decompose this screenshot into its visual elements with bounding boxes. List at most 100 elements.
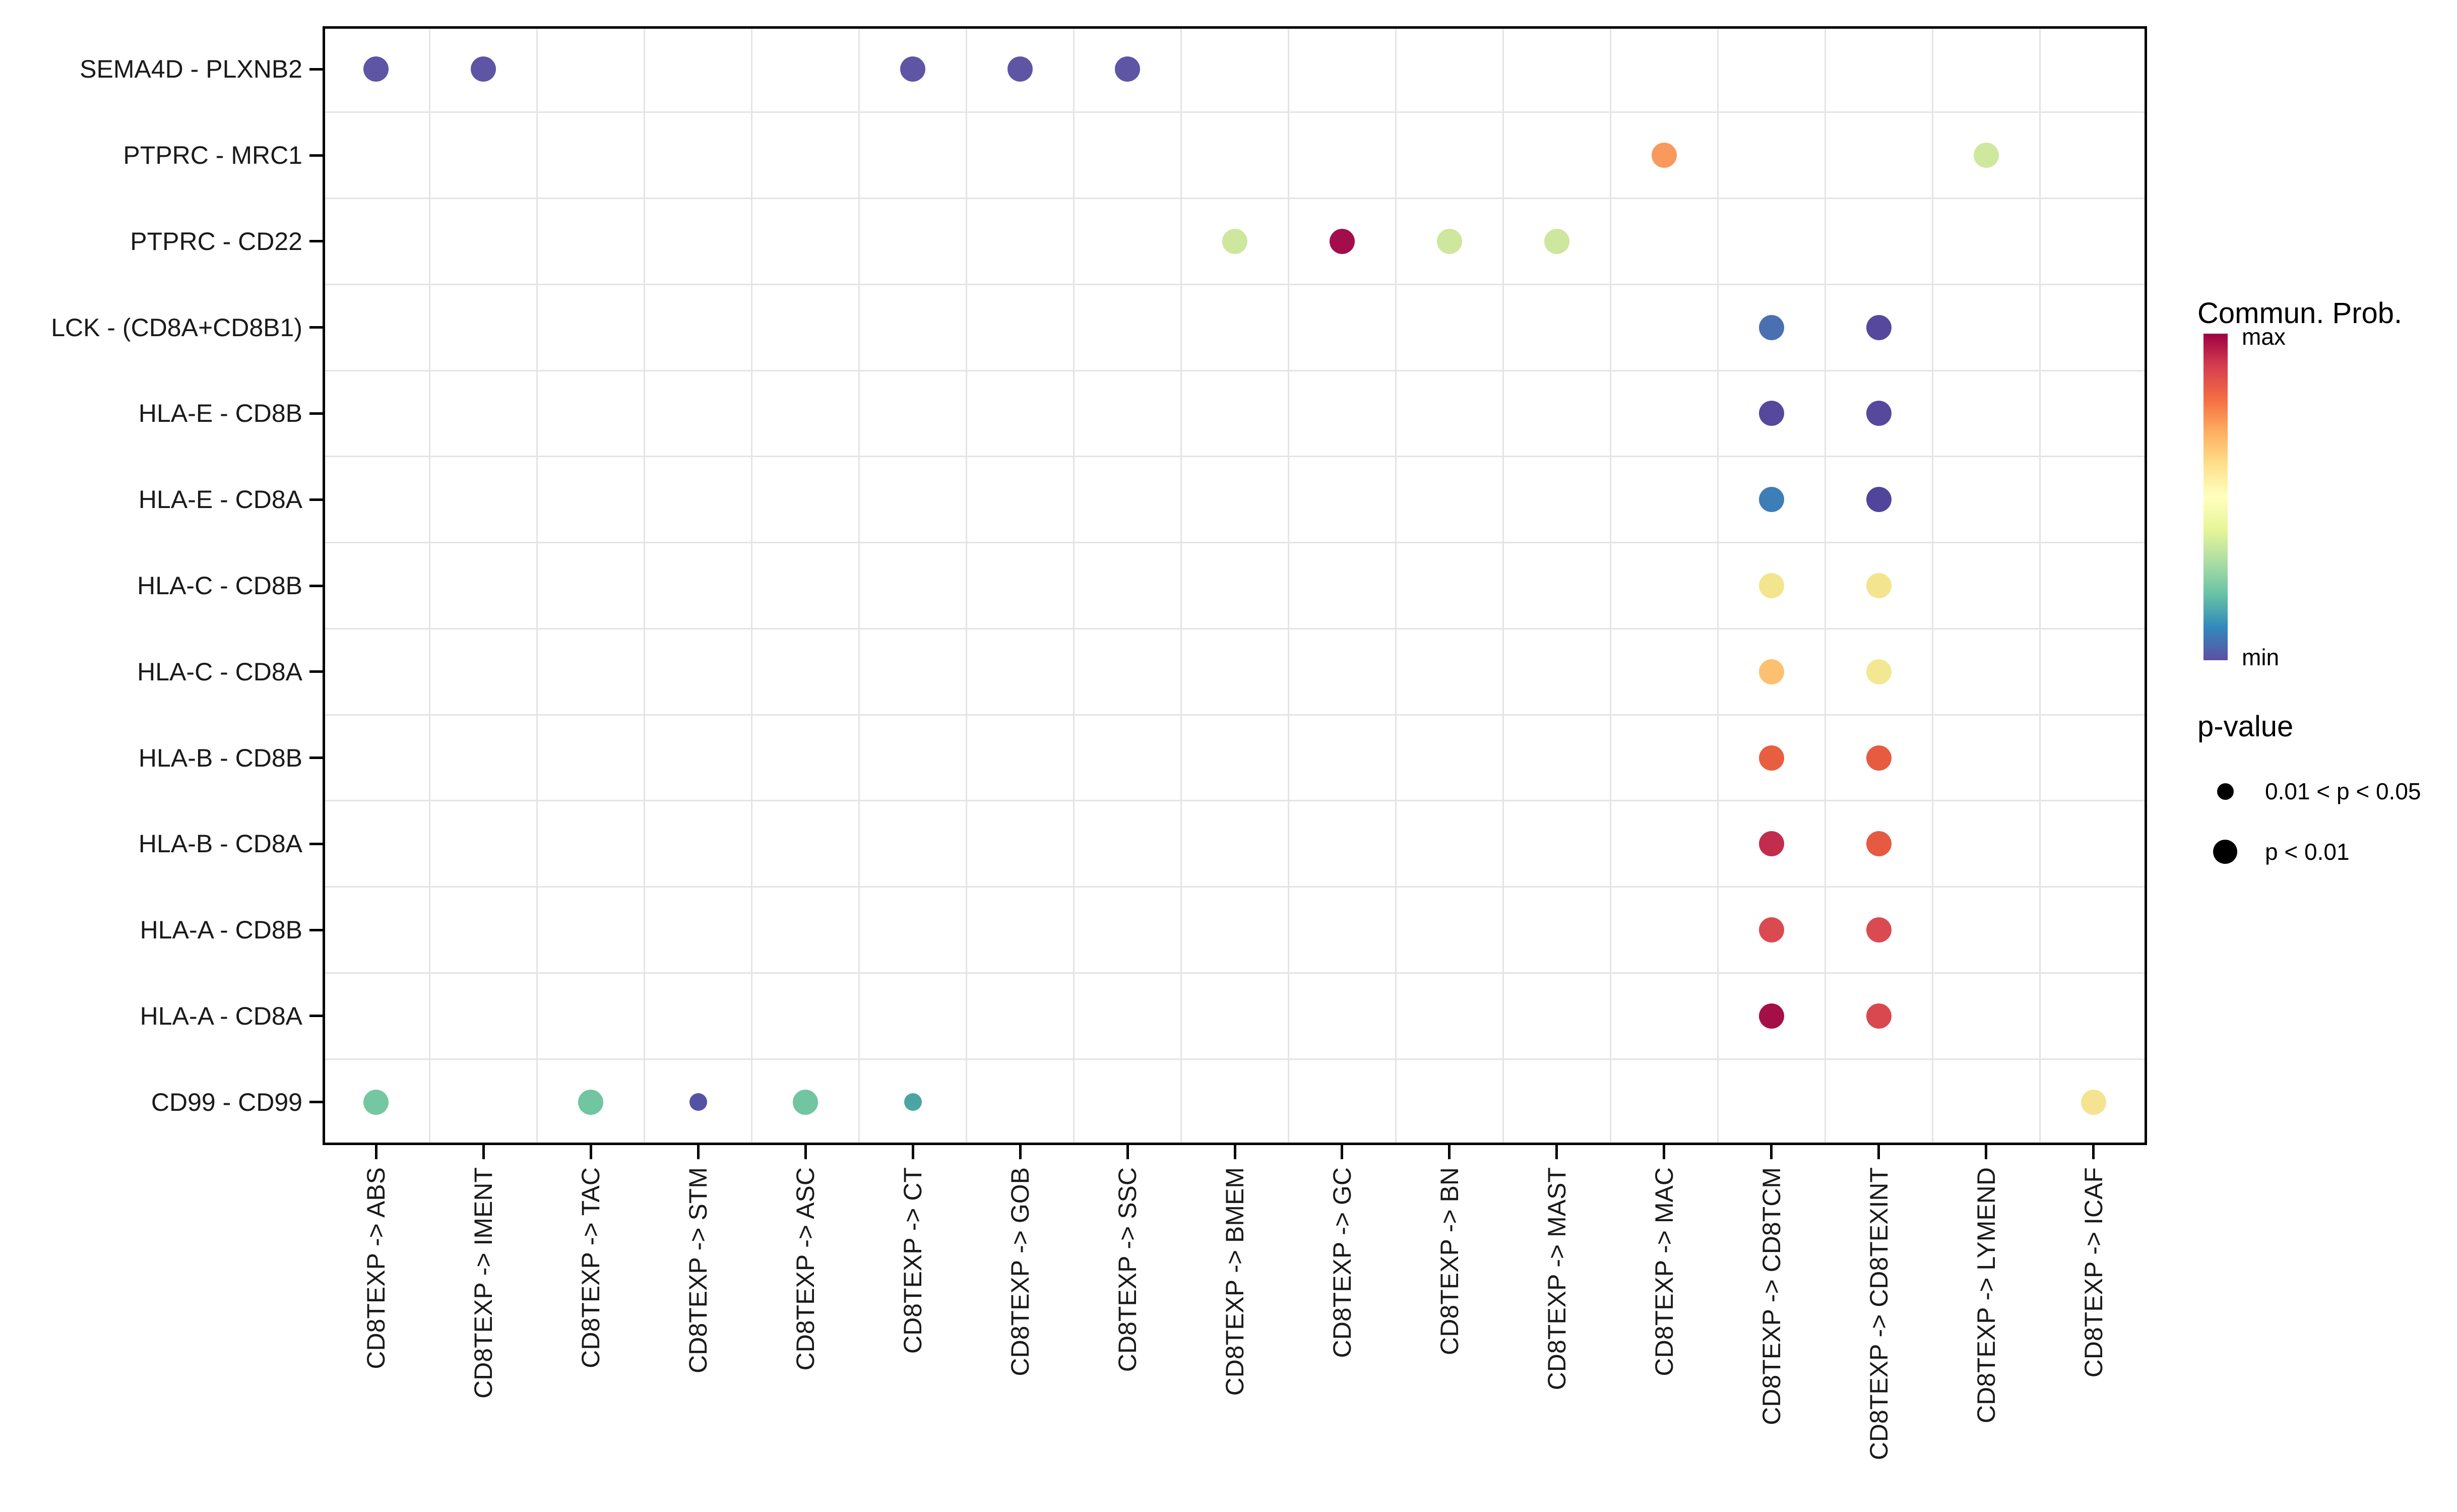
- x-axis-label-text: CD8TEXP -> TAC: [577, 1167, 605, 1368]
- data-point: [1866, 314, 1892, 340]
- x-axis-label: CD8TEXP -> BMEM: [1217, 1167, 1253, 1398]
- colorbar-gradient: [2203, 334, 2228, 660]
- data-point: [1866, 401, 1892, 426]
- y-axis-label: HLA-A - CD8A: [140, 1001, 302, 1030]
- x-axis-tick: [1341, 1145, 1344, 1159]
- x-axis-label-text: CD8TEXP -> ICAF: [2079, 1167, 2108, 1378]
- x-axis-label-text: CD8TEXP -> MAC: [1650, 1167, 1678, 1376]
- data-point: [1758, 831, 1784, 857]
- colorbar-legend-title: Commun. Prob.: [2197, 297, 2403, 330]
- y-axis-tick: [309, 498, 323, 501]
- x-axis-label: CD8TEXP -> SSC: [1109, 1167, 1146, 1374]
- y-axis-label: HLA-C - CD8A: [137, 657, 302, 686]
- data-point: [1758, 401, 1784, 426]
- pvalue-legend-title: p-value: [2197, 710, 2294, 743]
- data-point: [2081, 1089, 2106, 1115]
- data-point: [689, 1093, 707, 1111]
- x-axis-tick: [911, 1145, 914, 1159]
- data-point: [1866, 1003, 1892, 1029]
- data-point: [793, 1089, 818, 1115]
- pvalue-dot-cell: [2197, 783, 2253, 800]
- y-axis-tick: [309, 1015, 323, 1018]
- gridline-vertical: [751, 26, 753, 1145]
- data-point: [1973, 143, 1999, 168]
- gridline-horizontal: [323, 886, 2147, 888]
- y-axis-label: HLA-E - CD8A: [138, 485, 302, 514]
- y-axis-label: SEMA4D - PLXNB2: [80, 55, 302, 84]
- y-axis-tick: [309, 842, 323, 845]
- gridline-horizontal: [323, 111, 2147, 113]
- plot-panel-background: [323, 26, 2147, 1145]
- x-axis-tick: [1019, 1145, 1022, 1159]
- x-axis-label-text: CD8TEXP -> IMENT: [469, 1167, 498, 1399]
- plot-panel-border: [323, 26, 2147, 1145]
- x-axis-label-text: CD8TEXP -> BMEM: [1221, 1167, 1249, 1396]
- gridline-vertical: [1931, 26, 1933, 1145]
- data-point: [363, 56, 389, 82]
- x-axis-tick: [1126, 1145, 1129, 1159]
- gridline-vertical: [1287, 26, 1289, 1145]
- gridline-horizontal: [323, 627, 2147, 629]
- x-axis-label-text: CD8TEXP -> CD8TCM: [1757, 1167, 1786, 1425]
- data-point: [1866, 745, 1892, 771]
- data-point: [1758, 917, 1784, 943]
- x-axis-tick: [804, 1145, 807, 1159]
- y-axis-label: HLA-B - CD8B: [138, 743, 302, 772]
- gridline-vertical: [1502, 26, 1504, 1145]
- pvalue-size-dot: [2213, 840, 2237, 864]
- x-axis-label: CD8TEXP -> STM: [680, 1167, 716, 1376]
- data-point: [1866, 573, 1892, 598]
- x-axis-tick: [1448, 1145, 1451, 1159]
- y-axis-label: HLA-C - CD8B: [137, 572, 302, 600]
- x-axis-tick: [482, 1145, 485, 1159]
- x-axis-tick: [374, 1145, 377, 1159]
- colorbar-min-label: min: [2242, 644, 2280, 670]
- data-point: [1758, 659, 1784, 684]
- y-axis-label: LCK - (CD8A+CD8B1): [51, 313, 302, 342]
- gridline-horizontal: [323, 369, 2147, 371]
- data-point: [1758, 573, 1784, 598]
- data-point: [1544, 228, 1569, 254]
- data-point: [363, 1089, 389, 1115]
- gridline-horizontal: [323, 1058, 2147, 1060]
- pvalue-legend-items: 0.01 < p < 0.05 p < 0.01: [2197, 761, 2421, 882]
- x-axis-tick: [589, 1145, 592, 1159]
- data-point: [1866, 487, 1892, 513]
- x-axis-tick: [2092, 1145, 2095, 1159]
- gridline-vertical: [1609, 26, 1611, 1145]
- x-axis-label: CD8TEXP -> CD8TCM: [1753, 1167, 1790, 1428]
- pvalue-item-label: p < 0.01: [2265, 839, 2350, 865]
- x-axis-label-text: CD8TEXP -> ABS: [362, 1167, 391, 1369]
- x-axis-label-text: CD8TEXP -> STM: [684, 1167, 713, 1373]
- x-axis-tick: [1877, 1145, 1880, 1159]
- data-point: [471, 56, 496, 82]
- gridline-horizontal: [323, 800, 2147, 802]
- x-axis-label-text: CD8TEXP -> ASC: [791, 1167, 820, 1371]
- y-axis-tick: [309, 670, 323, 673]
- data-point: [1222, 228, 1247, 254]
- x-axis-tick: [1663, 1145, 1666, 1159]
- x-axis-label-text: CD8TEXP -> SSC: [1113, 1167, 1142, 1372]
- data-point: [1866, 917, 1892, 943]
- gridline-vertical: [1824, 26, 1826, 1145]
- x-axis-label: CD8TEXP -> CT: [895, 1167, 931, 1356]
- gridline-horizontal: [323, 456, 2147, 458]
- data-point: [1651, 143, 1677, 168]
- gridline-horizontal: [323, 198, 2147, 200]
- x-axis-tick: [1985, 1145, 1988, 1159]
- pvalue-size-dot: [2217, 783, 2234, 800]
- x-axis-label-text: CD8TEXP -> GOB: [1006, 1167, 1035, 1376]
- y-axis-label: PTPRC - CD22: [130, 227, 302, 256]
- gridline-horizontal: [323, 283, 2147, 285]
- x-axis-label-text: CD8TEXP -> CT: [899, 1167, 927, 1354]
- x-axis-label-text: CD8TEXP -> MAST: [1542, 1167, 1571, 1391]
- x-axis-tick: [1233, 1145, 1236, 1159]
- gridline-vertical: [858, 26, 860, 1145]
- data-point: [578, 1089, 604, 1115]
- data-point: [1329, 228, 1355, 254]
- data-point: [1436, 228, 1462, 254]
- data-point: [904, 1093, 922, 1111]
- gridline-vertical: [1717, 26, 1719, 1145]
- x-axis-label-text: CD8TEXP -> BN: [1435, 1167, 1464, 1355]
